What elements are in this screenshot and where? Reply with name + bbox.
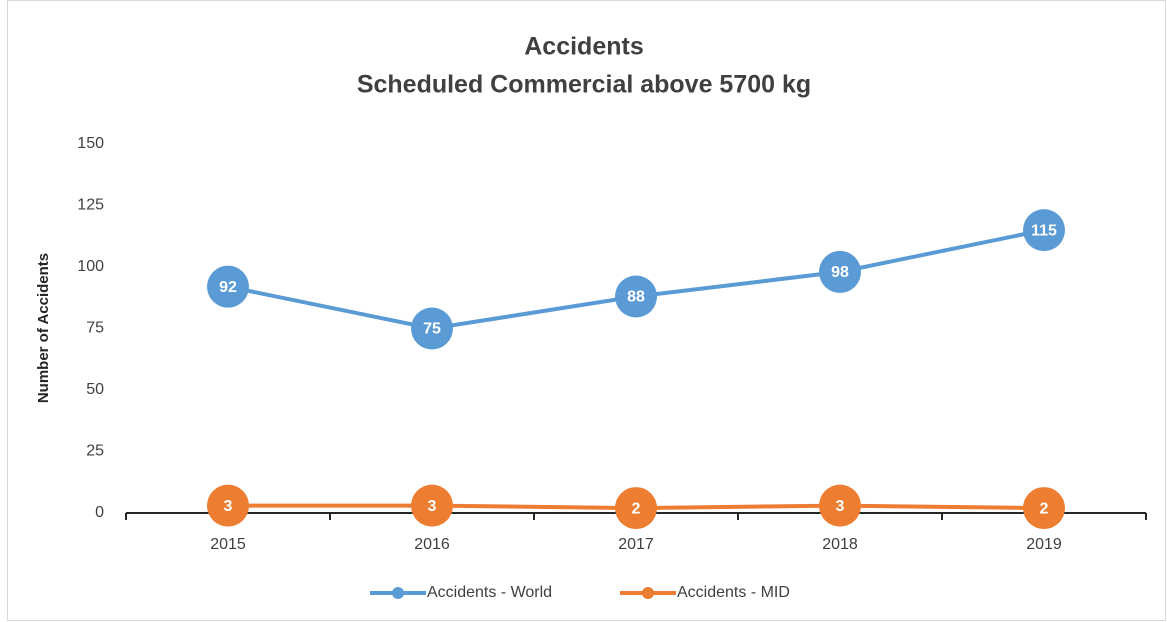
data-point: [411, 307, 453, 350]
data-label: 2: [1040, 500, 1049, 517]
data-point: [615, 487, 657, 530]
data-point: [819, 250, 861, 293]
chart-border: [7, 0, 1166, 621]
legend-label: Accidents - MID: [677, 584, 790, 601]
data-point: [207, 484, 249, 527]
y-tick-label: 25: [86, 443, 104, 460]
data-label: 3: [836, 498, 845, 515]
data-label: 75: [423, 321, 441, 338]
data-point: [819, 484, 861, 527]
data-point: [1023, 209, 1065, 252]
chart-title: Accidents: [524, 33, 643, 61]
data-point: [1023, 487, 1065, 530]
data-label: 92: [219, 279, 237, 296]
legend-label: Accidents - World: [427, 584, 552, 601]
x-tick-label: 2016: [414, 536, 450, 553]
data-label: 3: [428, 498, 437, 515]
chart-subtitle: Scheduled Commercial above 5700 kg: [357, 71, 811, 99]
y-tick-label: 150: [77, 135, 104, 152]
legend-marker: [392, 587, 404, 599]
y-axis-label: Number of Accidents: [35, 253, 52, 403]
x-tick-label: 2017: [618, 536, 654, 553]
data-point: [615, 275, 657, 318]
legend-marker: [642, 587, 654, 599]
data-label: 115: [1031, 222, 1057, 239]
y-tick-label: 50: [86, 381, 104, 398]
y-tick-label: 100: [77, 258, 104, 275]
data-label: 98: [831, 264, 849, 281]
x-tick-label: 2018: [822, 536, 858, 553]
data-point: [411, 484, 453, 527]
data-label: 3: [224, 498, 233, 515]
data-label: 88: [627, 289, 645, 306]
x-tick-label: 2015: [210, 536, 246, 553]
x-tick-label: 2019: [1026, 536, 1062, 553]
data-label: 2: [632, 500, 641, 517]
data-point: [207, 265, 249, 308]
y-tick-label: 125: [77, 197, 104, 214]
y-tick-label: 75: [86, 320, 104, 337]
y-tick-label: 0: [95, 504, 104, 521]
